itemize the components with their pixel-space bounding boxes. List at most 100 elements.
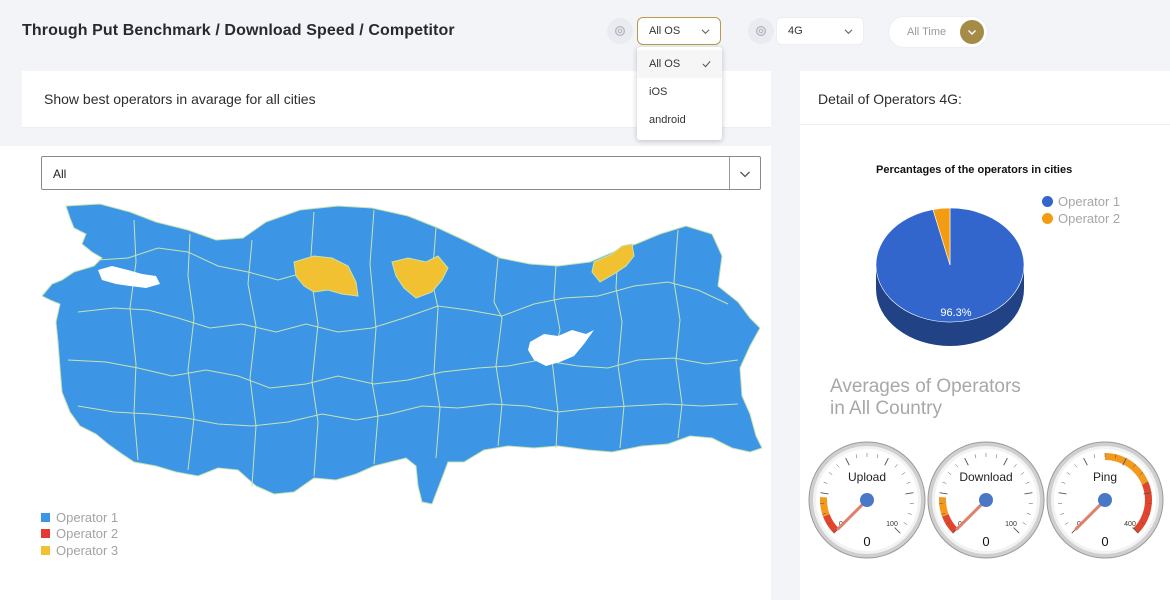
gauge-tick	[1132, 464, 1136, 468]
os-option-android[interactable]: android	[637, 106, 722, 134]
gauge-tick	[1013, 464, 1017, 468]
gauge-band-red	[823, 514, 839, 534]
pie-side	[876, 265, 1024, 346]
gauge-tick	[822, 513, 827, 515]
toggle-knob[interactable]	[960, 20, 984, 44]
gauge-tick	[947, 472, 952, 475]
gauge-tick	[1058, 492, 1067, 495]
gauge-band-red	[1133, 482, 1152, 534]
gauge-tick	[1026, 513, 1031, 515]
gauge-tick	[955, 464, 959, 468]
settings-icon	[615, 26, 625, 36]
gauge-tick	[907, 513, 912, 515]
gauge-tick	[941, 513, 946, 515]
legend-label: Operator 1	[56, 509, 119, 525]
gauge-band-orange	[939, 497, 949, 517]
map-region-operator3-2[interactable]	[391, 255, 449, 299]
gauge-band-red	[942, 514, 958, 534]
chevron-down-icon	[844, 29, 853, 35]
gauge-tick	[905, 492, 914, 495]
network-select[interactable]: 4G	[776, 17, 864, 45]
gauge-tick	[903, 522, 908, 525]
legend-dot	[1042, 213, 1053, 224]
chevron-down-icon	[701, 29, 710, 35]
gauge-label: Ping	[1093, 470, 1117, 484]
gauge-max-label: 400	[1124, 521, 1136, 528]
settings-icon	[756, 26, 766, 36]
os-option-all[interactable]: All OS	[637, 50, 722, 78]
map-marmara-sea	[98, 266, 160, 288]
gauge-tick	[1143, 492, 1152, 495]
best-operators-panel-title: Show best operators in avarage for all c…	[44, 91, 316, 107]
os-select-value: All OS	[649, 25, 681, 37]
gauge-tick	[1025, 481, 1030, 484]
gauge-tick	[855, 454, 858, 459]
map-legend-item: Operator 2	[41, 526, 118, 543]
gauge-tick	[1013, 527, 1020, 534]
gauge-band-orange	[820, 497, 830, 517]
legend-label: Operator 2	[56, 526, 119, 542]
gauge-value: 0	[863, 534, 870, 549]
network-filter-icon-button[interactable]	[748, 18, 774, 44]
chevron-down-icon	[968, 30, 976, 35]
divider	[800, 124, 1170, 125]
gauge-tick	[826, 522, 831, 525]
gauge-tick	[1064, 522, 1069, 525]
gauge-label: Download	[959, 470, 1012, 484]
gauge-hub	[1098, 493, 1112, 507]
option-label: All OS	[649, 58, 681, 70]
network-select-value: 4G	[788, 25, 803, 37]
gauge-tick	[820, 492, 829, 495]
gauge-tick	[1022, 522, 1027, 525]
legend-label: Operator 2	[1058, 211, 1121, 226]
city-select-value: All	[53, 167, 67, 181]
gauge-tick	[1003, 457, 1008, 466]
gauge-tick	[894, 527, 901, 534]
averages-title-line: in All Country	[830, 398, 942, 419]
option-label: iOS	[649, 86, 668, 98]
time-range-toggle[interactable]: All Time	[888, 16, 988, 48]
os-dropdown-menu: All OS iOS android	[637, 47, 722, 140]
pie-legend: Operator 1 Operator 2	[1042, 193, 1120, 227]
option-label: android	[649, 114, 686, 126]
gauge-tick	[845, 457, 850, 466]
legend-swatch	[41, 512, 50, 522]
gauge-tick	[906, 481, 911, 484]
map-region-operator3-3[interactable]	[591, 243, 635, 283]
gauge-tick	[1093, 454, 1096, 459]
pie-slice[interactable]	[932, 207, 951, 266]
os-filter-icon-button[interactable]	[607, 18, 633, 44]
map-lake	[528, 330, 594, 366]
turkey-operator-map[interactable]	[38, 200, 764, 512]
map-legend-item: Operator 1	[41, 509, 118, 526]
map-legend-item: Operator 3	[41, 542, 118, 559]
gauge-value: 0	[982, 534, 989, 549]
pie-legend-item[interactable]: Operator 2	[1042, 210, 1120, 227]
os-select[interactable]: All OS	[637, 17, 721, 45]
check-icon	[702, 60, 711, 68]
legend-dot	[1042, 196, 1053, 207]
legend-swatch	[41, 545, 50, 555]
map-country-shape[interactable]	[41, 203, 763, 505]
gauge-tick	[939, 492, 948, 495]
select-divider	[729, 157, 730, 189]
pie-legend-item[interactable]: Operator 1	[1042, 193, 1120, 210]
map-region-operator3-1[interactable]	[293, 255, 359, 297]
city-select[interactable]: All	[41, 156, 761, 190]
operator-detail-title: Detail of Operators 4G:	[818, 91, 962, 107]
legend-label: Operator 3	[56, 542, 119, 558]
gauge-tick	[828, 472, 833, 475]
gauge-tick	[1132, 527, 1139, 534]
gauge-tick	[1139, 472, 1144, 475]
gauge-tick	[964, 457, 969, 466]
gauge-hub	[979, 493, 993, 507]
gauge-tick	[1066, 472, 1071, 475]
gauge-tick	[1061, 481, 1066, 484]
gauge-tick	[945, 522, 950, 525]
gauge-tick	[1141, 522, 1146, 525]
operator-pie-chart[interactable]: 96.3%	[870, 205, 1030, 355]
gauge-tick	[1020, 472, 1025, 475]
os-option-ios[interactable]: iOS	[637, 78, 722, 106]
map-legend: Operator 1 Operator 2 Operator 3	[41, 509, 118, 559]
pie-data-label: 96.3%	[940, 307, 971, 319]
